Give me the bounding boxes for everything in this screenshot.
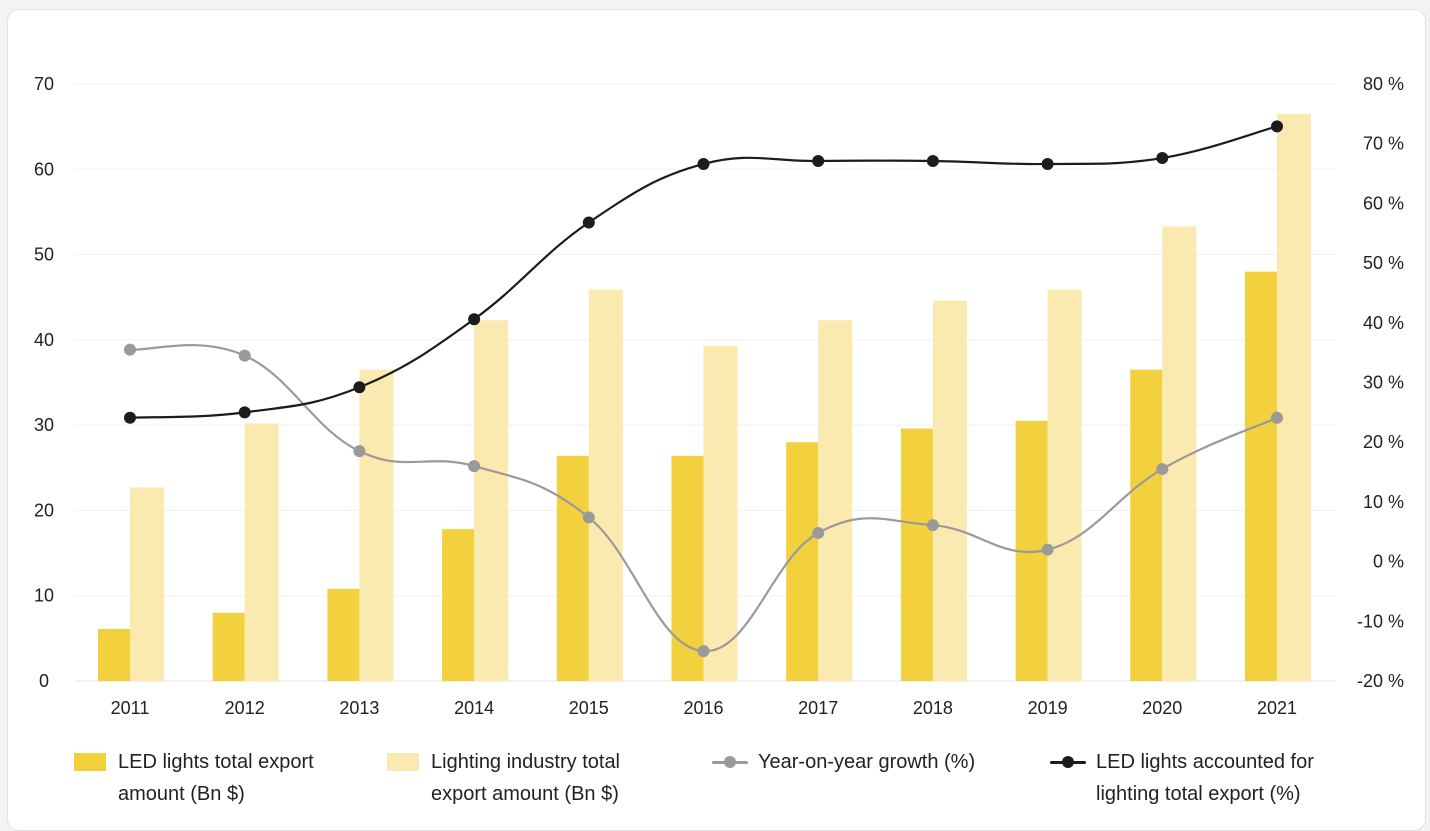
- bar-industry-export: [474, 320, 509, 681]
- share-line: [129, 125, 1278, 419]
- share-point: [124, 411, 136, 424]
- bar-led-export: [327, 588, 360, 681]
- y-left-tick-label: 60: [34, 159, 54, 179]
- growth-point: [697, 645, 710, 658]
- x-tick-label: 2021: [1257, 698, 1297, 718]
- y-left-tick-label: 40: [34, 330, 54, 350]
- share-point: [468, 313, 481, 326]
- share-point: [697, 157, 710, 170]
- share-point: [1041, 157, 1054, 170]
- y-right-tick-label: 40 %: [1363, 313, 1404, 333]
- growth-point: [582, 511, 595, 524]
- bar-led-export: [671, 455, 704, 681]
- x-tick-label: 2016: [683, 698, 723, 718]
- x-tick-label: 2013: [339, 698, 379, 718]
- bar-industry-export: [1277, 113, 1311, 682]
- share-point: [812, 155, 825, 168]
- bar-led-export: [1130, 369, 1163, 681]
- x-tick-label: 2015: [569, 698, 609, 718]
- bar-industry-export: [588, 289, 623, 681]
- y-right-tick-label: 80 %: [1363, 74, 1404, 94]
- growth-point: [812, 526, 825, 539]
- bar-industry-export: [818, 320, 853, 681]
- bar-industry-export: [359, 369, 394, 681]
- bar-industry-export: [244, 423, 279, 681]
- growth-point: [1041, 543, 1054, 556]
- lines: [124, 120, 1283, 658]
- bar-industry-export: [703, 345, 738, 681]
- y-left-tick-label: 50: [34, 245, 54, 265]
- y-right-tick-label: -10 %: [1357, 611, 1404, 631]
- growth-point: [124, 343, 136, 356]
- y-right-tick-label: 10 %: [1363, 492, 1404, 512]
- y-left-tick-label: 10: [34, 586, 54, 606]
- y-right-tick-label: 50 %: [1363, 253, 1404, 273]
- growth-point: [468, 460, 481, 473]
- y-right-tick-label: 0 %: [1373, 552, 1404, 572]
- right-axis-ticks: -20 % -10 % 0 % 10 % 20 % 30 % 40 % 50 % 60 % 70 …: [1357, 74, 1404, 691]
- growth-point: [926, 519, 939, 532]
- bar-led-export: [212, 612, 245, 681]
- x-tick-label: 2018: [913, 698, 953, 718]
- growth-point: [238, 349, 251, 362]
- x-tick-label: 2019: [1028, 698, 1068, 718]
- bar-led-export: [442, 529, 475, 681]
- y-left-tick-label: 30: [34, 415, 54, 435]
- bar-led-export: [900, 428, 933, 681]
- bars: [98, 113, 1311, 682]
- y-left-tick-label: 0: [39, 671, 49, 691]
- y-right-tick-label: 70 %: [1363, 134, 1404, 154]
- share-point: [1156, 152, 1169, 165]
- combo-bar-line-chart: 0 10 20 30 40 50 60 70 -20 % -10 % 0 % 10 % 20 % 30 …: [34, 74, 1404, 718]
- x-tick-label: 2017: [798, 698, 838, 718]
- y-left-tick-label: 70: [34, 74, 54, 94]
- share-point: [238, 406, 251, 419]
- bar-led-export: [556, 455, 589, 681]
- growth-point: [353, 445, 366, 458]
- x-tick-label: 2014: [454, 698, 494, 718]
- bar-industry-export: [130, 487, 164, 681]
- x-tick-label: 2020: [1142, 698, 1182, 718]
- share-point: [582, 216, 595, 229]
- x-tick-label: 2011: [111, 698, 150, 718]
- x-tick-label: 2012: [225, 698, 265, 718]
- bar-led-export: [1245, 271, 1277, 681]
- growth-point: [1156, 463, 1169, 476]
- y-right-tick-label: 30 %: [1363, 373, 1404, 393]
- share-point: [926, 155, 939, 168]
- bar-led-export: [786, 442, 819, 681]
- growth-point: [1271, 411, 1283, 424]
- share-point: [353, 381, 366, 394]
- bar-industry-export: [1047, 289, 1082, 681]
- y-right-tick-label: 20 %: [1363, 432, 1404, 452]
- bar-led-export: [98, 628, 130, 681]
- y-left-tick-label: 20: [34, 500, 54, 520]
- share-point: [1271, 120, 1283, 133]
- x-axis-ticks: 2011 2012 2013 2014 2015 2016 2017 2018 2019 2020…: [111, 698, 1297, 718]
- left-axis-ticks: 0 10 20 30 40 50 60 70: [34, 74, 54, 691]
- bar-industry-export: [932, 300, 967, 681]
- y-right-tick-label: 60 %: [1363, 193, 1404, 213]
- y-right-tick-label: -20 %: [1357, 671, 1404, 691]
